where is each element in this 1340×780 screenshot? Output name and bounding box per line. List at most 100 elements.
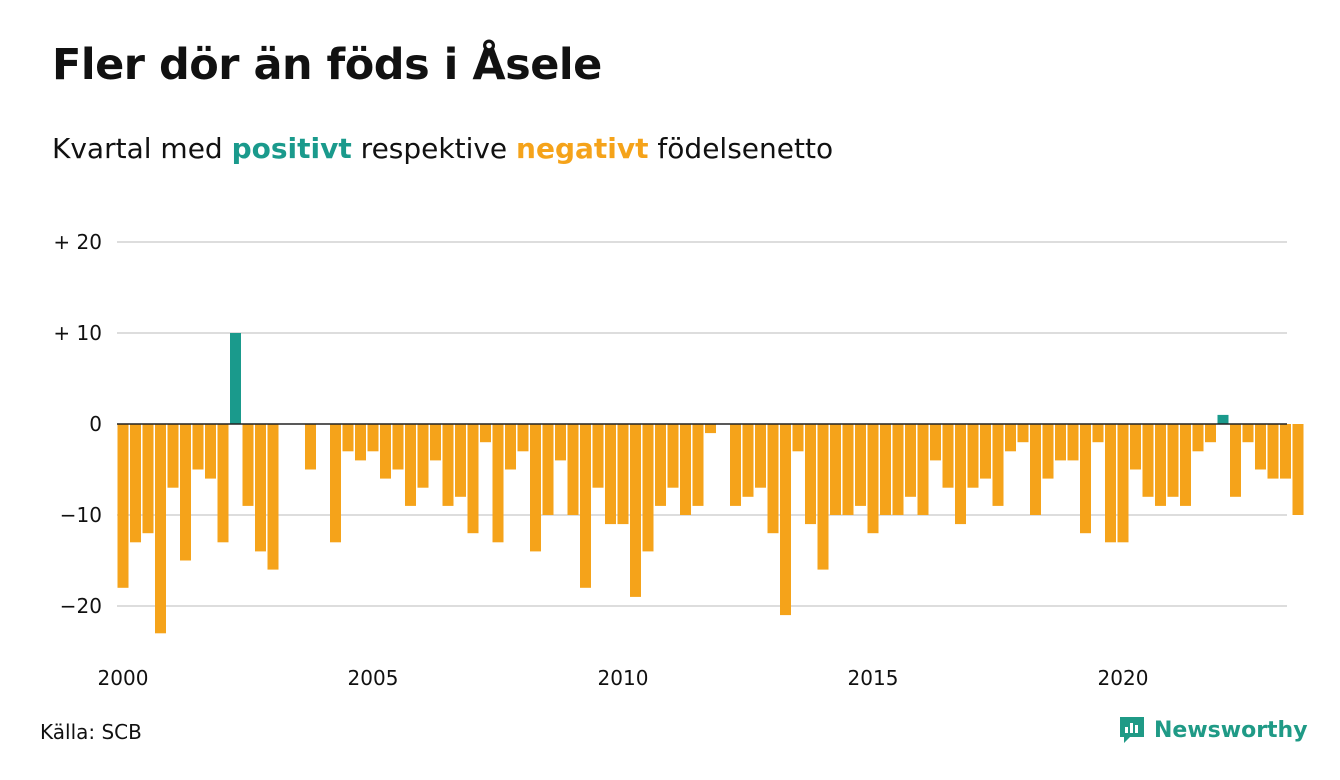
bar-positive xyxy=(1217,414,1229,424)
bar-negative xyxy=(605,424,616,525)
x-tick-label: 2020 xyxy=(1098,666,1149,690)
bar-negative xyxy=(1205,424,1216,443)
bar-negative xyxy=(817,424,829,570)
bar-negative xyxy=(517,424,529,452)
bar-negative xyxy=(855,424,866,506)
bar-negative xyxy=(1030,424,1041,515)
bar-negative xyxy=(355,424,366,461)
bar-negative xyxy=(1292,424,1304,515)
chart-title: Fler dör än föds i Åsele xyxy=(52,40,602,90)
bar-negative xyxy=(1255,424,1266,470)
bar-negative xyxy=(692,424,704,506)
y-tick-label: + 10 xyxy=(53,321,102,345)
brand-logo: Newsworthy xyxy=(1118,714,1308,746)
y-tick-label: −10 xyxy=(60,503,102,527)
bar-negative xyxy=(530,424,541,552)
bar-negative xyxy=(617,424,629,525)
bar-negative xyxy=(705,424,716,434)
bar-negative xyxy=(505,424,516,470)
bar-negative xyxy=(455,424,466,497)
bar-negative xyxy=(1092,424,1104,443)
bar-negative xyxy=(1005,424,1016,452)
bar-negative xyxy=(792,424,804,452)
bar-negative xyxy=(492,424,504,543)
bar-negative xyxy=(205,424,216,479)
bar-negative xyxy=(1280,424,1291,479)
bar-negative xyxy=(917,424,929,515)
bar-negative xyxy=(1042,424,1054,479)
bar-negative xyxy=(642,424,654,552)
bar-negative xyxy=(630,424,641,597)
subtitle-positive: positivt xyxy=(231,132,352,165)
bar-negative xyxy=(667,424,679,488)
bar-negative xyxy=(217,424,229,543)
bar-negative xyxy=(567,424,579,515)
subtitle-part-2: respektive xyxy=(351,132,517,165)
bar-negative xyxy=(1130,424,1141,470)
brand-name: Newsworthy xyxy=(1154,717,1308,743)
x-tick-label: 2005 xyxy=(348,666,399,690)
bars xyxy=(117,333,1304,634)
subtitle-negative: negativt xyxy=(516,132,649,165)
bar-negative xyxy=(755,424,766,488)
bar-negative xyxy=(892,424,904,515)
bar-negative xyxy=(1055,424,1066,461)
bar-negative xyxy=(967,424,979,488)
bar-negative xyxy=(880,424,891,515)
subtitle-part-1: Kvartal med xyxy=(52,132,232,165)
bar-negative xyxy=(955,424,966,525)
bar-negative xyxy=(305,424,316,470)
y-tick-label: 0 xyxy=(89,412,102,436)
bar-negative xyxy=(1180,424,1191,506)
bar-negative xyxy=(655,424,666,506)
y-tick-label: + 20 xyxy=(53,230,102,254)
bar-negative xyxy=(192,424,204,470)
x-tick-label: 2010 xyxy=(598,666,649,690)
bar-negative xyxy=(367,424,379,452)
bar-negative xyxy=(805,424,816,525)
bar-negative xyxy=(992,424,1004,506)
bar-negative xyxy=(1142,424,1154,497)
bar-negative xyxy=(392,424,404,470)
x-tick-label: 2015 xyxy=(848,666,899,690)
bar-negative xyxy=(417,424,429,488)
bar-negative xyxy=(980,424,991,479)
bar-negative xyxy=(1155,424,1166,506)
bar-chart: + 20 + 10 0 −10 −20 2000 2005 2010 2015 2020 xyxy=(53,230,1304,690)
bar-negative xyxy=(542,424,554,515)
chart-subtitle: Kvartal med positivt respektive negativt… xyxy=(52,132,833,165)
bar-negative xyxy=(1080,424,1091,534)
bar-negative xyxy=(730,424,741,506)
grid-lines xyxy=(117,241,1287,607)
bar-negative xyxy=(380,424,391,479)
bar-negative xyxy=(267,424,279,570)
bar-positive xyxy=(230,333,241,424)
bar-negative xyxy=(1067,424,1079,461)
bar-negative xyxy=(1105,424,1116,543)
bar-negative xyxy=(680,424,691,515)
x-axis-labels: 2000 2005 2010 2015 2020 xyxy=(98,666,1149,690)
bar-negative xyxy=(1242,424,1254,443)
bar-negative xyxy=(255,424,266,552)
y-tick-label: −20 xyxy=(60,594,102,618)
bar-negative xyxy=(1192,424,1204,452)
bar-negative xyxy=(330,424,341,543)
bar-negative xyxy=(467,424,479,534)
bar-negative xyxy=(942,424,954,488)
bar-negative xyxy=(1167,424,1179,497)
bar-negative xyxy=(1267,424,1279,479)
bar-negative xyxy=(155,424,166,634)
bar-negative xyxy=(342,424,354,452)
bar-negative xyxy=(830,424,841,515)
bar-negative xyxy=(480,424,491,443)
bar-negative xyxy=(555,424,566,461)
bar-negative xyxy=(867,424,879,534)
x-tick-label: 2000 xyxy=(98,666,149,690)
bar-negative xyxy=(130,424,141,543)
bar-negative xyxy=(180,424,191,561)
bar-negative xyxy=(930,424,941,461)
source-note: Källa: SCB xyxy=(40,720,142,744)
bar-negative xyxy=(242,424,254,506)
bar-negative xyxy=(167,424,179,488)
bar-negative xyxy=(842,424,854,515)
